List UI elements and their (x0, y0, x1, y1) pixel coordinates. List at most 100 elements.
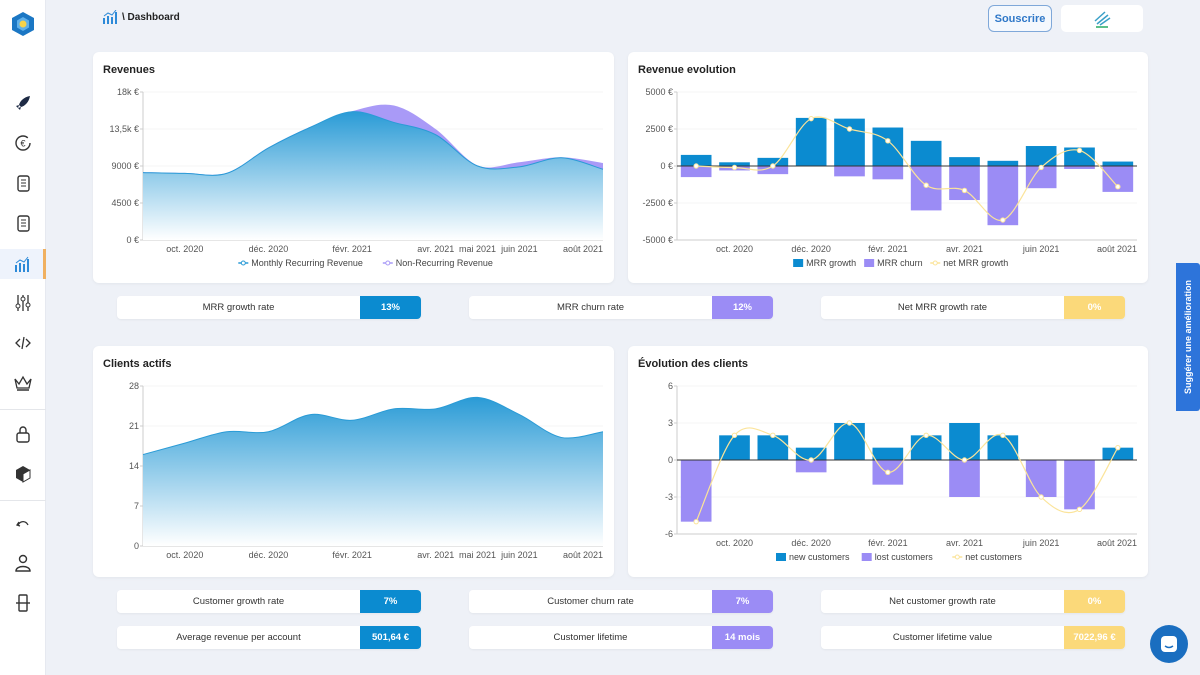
bar-lost-customers (795, 460, 827, 473)
sidebar-item-analytics[interactable] (0, 249, 46, 279)
legend-label: new customers (789, 552, 850, 562)
card-title: Clients actifs (103, 358, 172, 370)
suggest-improvement-button[interactable]: Suggérer une amélioration (1176, 263, 1200, 411)
net-point (808, 115, 814, 122)
net-point (961, 187, 968, 194)
bar-MRR-growth (834, 118, 865, 166)
clients-evolution-card: Évolution des clients -6 -3 0 3 6 oct. 2020 déc… (628, 346, 1148, 577)
series-line (142, 111, 604, 176)
bar-MRR-growth (949, 157, 980, 166)
legend-label: MRR churn (877, 258, 923, 268)
bar-MRR-growth (987, 160, 1019, 166)
metric-label: Customer lifetime value (821, 626, 1064, 649)
y-tick-label: -2500 € (642, 198, 673, 208)
bar-MRR-growth (910, 140, 942, 166)
y-tick-label: 14 (129, 461, 139, 471)
bar-MRR-churn (949, 166, 980, 201)
bar-MRR-growth (719, 162, 750, 166)
y-tick-label: -3 (665, 492, 673, 502)
partner-logo[interactable] (1061, 5, 1143, 32)
bar-MRR-growth (1025, 146, 1057, 166)
chat-icon (1161, 636, 1177, 652)
legend-label: Non-Recurring Revenue (396, 258, 493, 268)
x-tick-label: déc. 2020 (791, 244, 831, 254)
y-tick-label: 9000 € (111, 161, 139, 171)
y-tick-label: 3 (668, 418, 673, 428)
subscribe-button[interactable]: Souscrire (988, 5, 1052, 32)
metric-mrr-churn-rate: MRR churn rate 12% (469, 296, 773, 319)
net-point (885, 469, 891, 476)
metric-label: Net MRR growth rate (821, 296, 1064, 319)
metric-value: 501,64 € (360, 626, 421, 649)
net-point (731, 432, 738, 439)
sidebar-item-euro-cycle[interactable]: € (0, 128, 46, 158)
x-tick-label: déc. 2020 (791, 538, 831, 548)
x-tick-label: mai 2021 (459, 550, 496, 560)
sidebar-item-notebook[interactable] (0, 208, 46, 238)
x-tick-label: févr. 2021 (868, 538, 908, 548)
metric-value: 0% (1064, 590, 1125, 613)
metric-customer-growth-rate: Customer growth rate 7% (117, 590, 421, 613)
y-tick-label: 21 (129, 421, 139, 431)
bar-lost-customers (1025, 460, 1057, 497)
net-point (770, 163, 776, 169)
app-logo[interactable] (12, 12, 34, 36)
net-point (1115, 184, 1121, 190)
net-point (923, 182, 929, 188)
clients-chart: 0 7 14 21 28 oct. 2020 déc. 2020 févr. 2021 avr.… (129, 381, 604, 560)
bar-MRR-churn (987, 166, 1019, 226)
y-tick-label: 4500 € (111, 198, 139, 208)
x-tick-label: août 2021 (563, 244, 603, 254)
bar-MRR-growth (872, 127, 904, 166)
revenues-card: Revenues 0 € 4500 € 9000 € 13,5k € 18k € oct. … (93, 52, 614, 283)
y-tick-label: 0 (668, 455, 673, 465)
legend-marker (240, 260, 246, 266)
net-point (1076, 147, 1083, 154)
bar-lost-customers (680, 460, 712, 522)
x-tick-label: avr. 2021 (946, 244, 983, 254)
sidebar-item-notebook[interactable] (0, 168, 46, 198)
net-point (1000, 432, 1006, 439)
analytics-icon (103, 10, 117, 24)
sidebar-item-code[interactable] (0, 328, 46, 358)
svg-text:€: € (20, 139, 25, 149)
y-tick-label: 5000 € (645, 87, 673, 97)
clients-evolution-chart: -6 -3 0 3 6 oct. 2020 déc. 2020 févr. 2021 avr. … (665, 381, 1137, 562)
sidebar: € (0, 0, 46, 675)
bar-lost-customers (1064, 460, 1095, 510)
crown-icon (14, 375, 32, 391)
bar-new-customers (1102, 447, 1134, 460)
y-tick-label: 2500 € (645, 124, 673, 134)
x-tick-label: déc. 2020 (249, 550, 289, 560)
legend-label: net MRR growth (943, 258, 1008, 268)
suggest-label: Suggérer une amélioration (1183, 279, 1193, 395)
bar-MRR-churn (872, 166, 904, 180)
x-tick-label: août 2021 (1097, 538, 1137, 548)
sidebar-item-undo[interactable] (0, 509, 46, 539)
sidebar-item-user[interactable] (0, 548, 46, 578)
metric-value: 7% (712, 590, 773, 613)
bar-new-customers (795, 447, 827, 460)
sidebar-item-rocket[interactable] (0, 88, 46, 118)
metric-value: 14 mois (712, 626, 773, 649)
y-tick-label: 0 (134, 541, 139, 551)
chat-button[interactable] (1150, 625, 1188, 663)
sidebar-item-lock[interactable] (0, 419, 46, 449)
x-tick-label: oct. 2020 (716, 538, 753, 548)
sidebar-item-cube[interactable] (0, 459, 46, 489)
net-point (1115, 444, 1121, 451)
net-point (846, 420, 853, 426)
clients-card: Clients actifs 0 7 14 21 28 oct. 2020 déc. 2020… (93, 346, 614, 577)
sidebar-item-crown[interactable] (0, 368, 46, 398)
net-point (693, 518, 699, 525)
x-tick-label: juin 2021 (500, 244, 538, 254)
sidebar-item-sliders[interactable] (0, 288, 46, 318)
net-line (695, 422, 1119, 522)
legend-label: MRR growth (806, 258, 856, 268)
legend-swatch (861, 553, 872, 561)
bar-new-customers (872, 447, 904, 460)
logout-icon (16, 594, 30, 612)
x-tick-label: juin 2021 (1022, 244, 1060, 254)
legend-label: lost customers (875, 552, 934, 562)
sidebar-item-logout[interactable] (0, 588, 46, 618)
